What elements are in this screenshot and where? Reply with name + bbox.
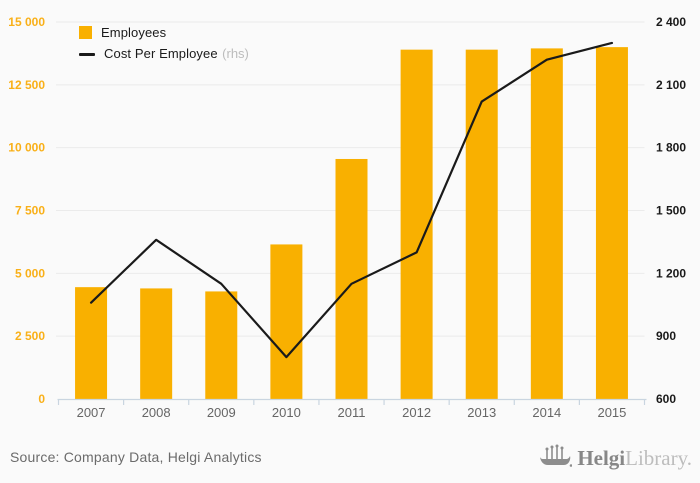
- helgi-ship-icon: [540, 444, 573, 467]
- brand-helgi: Helgi: [577, 446, 626, 470]
- source-note: Source: Company Data, Helgi Analytics: [10, 449, 262, 465]
- legend-item-cost: Cost Per Employee (rhs): [79, 46, 249, 62]
- svg-text:7 500: 7 500: [15, 204, 45, 218]
- svg-text:0: 0: [38, 392, 45, 406]
- svg-text:2009: 2009: [207, 405, 236, 420]
- svg-text:2011: 2011: [338, 405, 366, 420]
- svg-text:2013: 2013: [467, 405, 496, 420]
- svg-text:2008: 2008: [142, 405, 171, 420]
- svg-text:15 000: 15 000: [8, 15, 45, 29]
- legend-item-employees: Employees: [79, 24, 249, 40]
- employees-cost-chart: 0 600 2 500 900 5 000 1 200 7 500 1 500 10 000 1 …: [8, 15, 686, 420]
- svg-text:900: 900: [656, 329, 676, 343]
- chart-legend: Employees Cost Per Employee (rhs): [79, 24, 249, 62]
- svg-text:10 000: 10 000: [8, 141, 45, 155]
- svg-text:12 500: 12 500: [8, 78, 45, 92]
- svg-text:2 500: 2 500: [15, 329, 45, 343]
- legend-label-employees: Employees: [101, 24, 167, 40]
- svg-text:2 400: 2 400: [656, 15, 686, 29]
- svg-text:1 200: 1 200: [656, 266, 686, 280]
- legend-label-cost: Cost Per Employee: [104, 46, 218, 61]
- brand-library: Library.: [625, 446, 692, 470]
- svg-text:2 100: 2 100: [656, 78, 686, 92]
- svg-text:2014: 2014: [532, 405, 561, 420]
- brand-logo: HelgiLibrary.: [538, 444, 692, 471]
- svg-text:5 000: 5 000: [15, 266, 45, 280]
- svg-text:1 800: 1 800: [656, 141, 686, 155]
- svg-text:2007: 2007: [77, 405, 106, 420]
- svg-text:2015: 2015: [597, 405, 626, 420]
- svg-text:1 500: 1 500: [656, 204, 686, 218]
- svg-text:2012: 2012: [402, 405, 431, 420]
- brand-wordmark: HelgiLibrary.: [577, 445, 692, 471]
- svg-text:2010: 2010: [272, 405, 301, 420]
- employees-swatch-icon: [79, 25, 92, 39]
- legend-suffix-rhs: (rhs): [222, 46, 249, 61]
- svg-text:600: 600: [656, 392, 676, 406]
- cost-line-swatch-icon: [79, 52, 95, 56]
